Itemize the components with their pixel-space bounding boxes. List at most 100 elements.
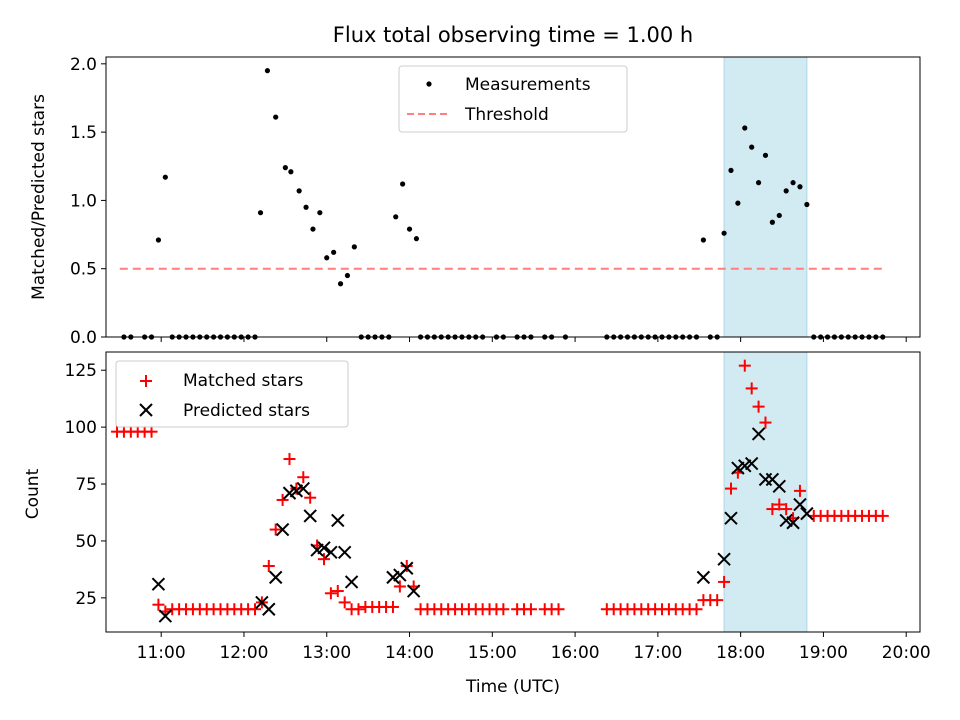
matched-stars-point	[297, 471, 310, 484]
predicted-stars-point	[772, 479, 786, 494]
measurement-point	[700, 237, 706, 243]
matched-stars-point	[276, 493, 289, 506]
matched-stars-point	[793, 484, 806, 497]
ratio-panel: 0.00.51.01.52.0 Matched/Predicted stars …	[29, 55, 921, 348]
predicted-stars-point	[317, 541, 331, 555]
matched-stars-point	[766, 503, 779, 516]
measurement-point	[282, 165, 288, 171]
measurement-point	[728, 167, 734, 173]
count-y-axis-label: Count	[23, 468, 43, 519]
matched-stars-point	[690, 603, 703, 616]
measurement-point	[804, 201, 810, 208]
matched-stars-point	[745, 382, 758, 395]
x-tick-label: 18:00	[716, 643, 765, 663]
measurement-point	[273, 114, 279, 120]
measurement-point	[351, 244, 357, 250]
matched-stars-point	[145, 425, 158, 438]
x-tick-label: 11:00	[137, 643, 186, 663]
legend-measurements-marker	[426, 81, 432, 87]
measurement-point	[393, 214, 399, 220]
measurement-point	[303, 204, 309, 210]
measurement-point	[790, 180, 796, 186]
ratio-legend: Measurements Threshold	[398, 65, 628, 133]
measurement-point	[413, 236, 420, 242]
matched-stars-point	[524, 603, 537, 616]
predicted-stars-point	[275, 522, 290, 537]
legend-predicted-marker	[139, 403, 153, 417]
x-tick-label: 17:00	[633, 643, 682, 663]
predicted-stars-point	[800, 506, 814, 521]
y-tick-label: 2.0	[70, 55, 97, 75]
x-tick-label: 12:00	[219, 643, 268, 663]
matched-stars-point	[552, 603, 565, 616]
matched-stars-point	[317, 553, 330, 566]
predicted-stars-point	[793, 497, 807, 512]
matched-stars-point	[338, 596, 351, 609]
x-tick-label: 15:00	[468, 643, 517, 663]
matched-stars-point	[752, 400, 765, 413]
matched-stars-point	[759, 416, 772, 429]
matched-stars-point	[876, 509, 889, 522]
measurement-point	[162, 174, 168, 180]
predicted-stars-point	[696, 570, 711, 585]
predicted-stars-point	[786, 516, 800, 530]
x-tick-label: 14:00	[385, 643, 434, 663]
measurement-point	[155, 237, 162, 243]
measurement-point	[296, 188, 302, 194]
matched-stars-point	[152, 598, 165, 611]
predicted-stars-point	[268, 570, 283, 585]
legend-matched-marker	[140, 375, 152, 387]
legend-threshold-label: Threshold	[464, 105, 549, 125]
predicted-stars-point	[337, 545, 352, 560]
measurement-point	[721, 230, 727, 236]
predicted-stars-point	[296, 481, 310, 496]
measurement-point	[324, 255, 330, 261]
legend-predicted-label: Predicted stars	[183, 401, 310, 421]
matched-stars-point	[304, 491, 317, 504]
y-tick-label: 1.5	[70, 123, 97, 143]
measurement-point	[776, 212, 782, 219]
x-tick-label: 13:00	[302, 643, 351, 663]
predicted-stars-point	[303, 509, 317, 523]
matched-stars-point	[331, 585, 344, 598]
measurement-point	[310, 226, 316, 232]
measurement-point	[264, 68, 271, 74]
measurement-point	[344, 272, 351, 279]
predicted-stars-point	[344, 575, 359, 589]
ratio-highlight-span	[723, 56, 808, 338]
y-tick-label: 0.0	[70, 328, 97, 348]
matched-stars-point	[773, 498, 786, 511]
measurement-point	[257, 210, 264, 216]
matched-stars-point	[386, 600, 399, 613]
predicted-stars-point	[262, 602, 276, 616]
ratio-y-axis-label: Matched/Predicted stars	[29, 94, 49, 300]
matched-stars-point	[400, 559, 413, 572]
predicted-stars-point	[717, 552, 731, 566]
legend-matched-label: Matched stars	[183, 371, 303, 391]
predicted-stars-point	[744, 456, 759, 471]
matched-stars-point	[393, 580, 406, 593]
matched-stars-point	[262, 559, 275, 572]
y-tick-label: 1.0	[70, 191, 97, 211]
predicted-stars-point	[724, 511, 738, 525]
measurement-point	[783, 188, 789, 194]
matched-stars-point	[324, 587, 337, 600]
matched-stars-point	[283, 452, 296, 465]
matched-stars-point	[352, 603, 365, 616]
measurement-point	[755, 180, 762, 186]
predicted-stars-point	[151, 577, 166, 591]
measurement-point	[735, 200, 741, 206]
y-tick-label: 50	[75, 532, 97, 552]
measurement-point	[288, 169, 294, 175]
measurement-point	[749, 144, 755, 150]
legend-measurements-label: Measurements	[465, 75, 591, 95]
measurement-point	[762, 152, 769, 158]
y-tick-label: 125	[65, 361, 97, 381]
predicted-stars-point	[331, 513, 345, 528]
ratio-legend-box	[398, 65, 628, 133]
matched-stars-point	[780, 503, 793, 516]
measurement-point	[337, 281, 344, 287]
matched-stars-point	[711, 594, 724, 607]
predicted-stars-point	[400, 561, 414, 575]
